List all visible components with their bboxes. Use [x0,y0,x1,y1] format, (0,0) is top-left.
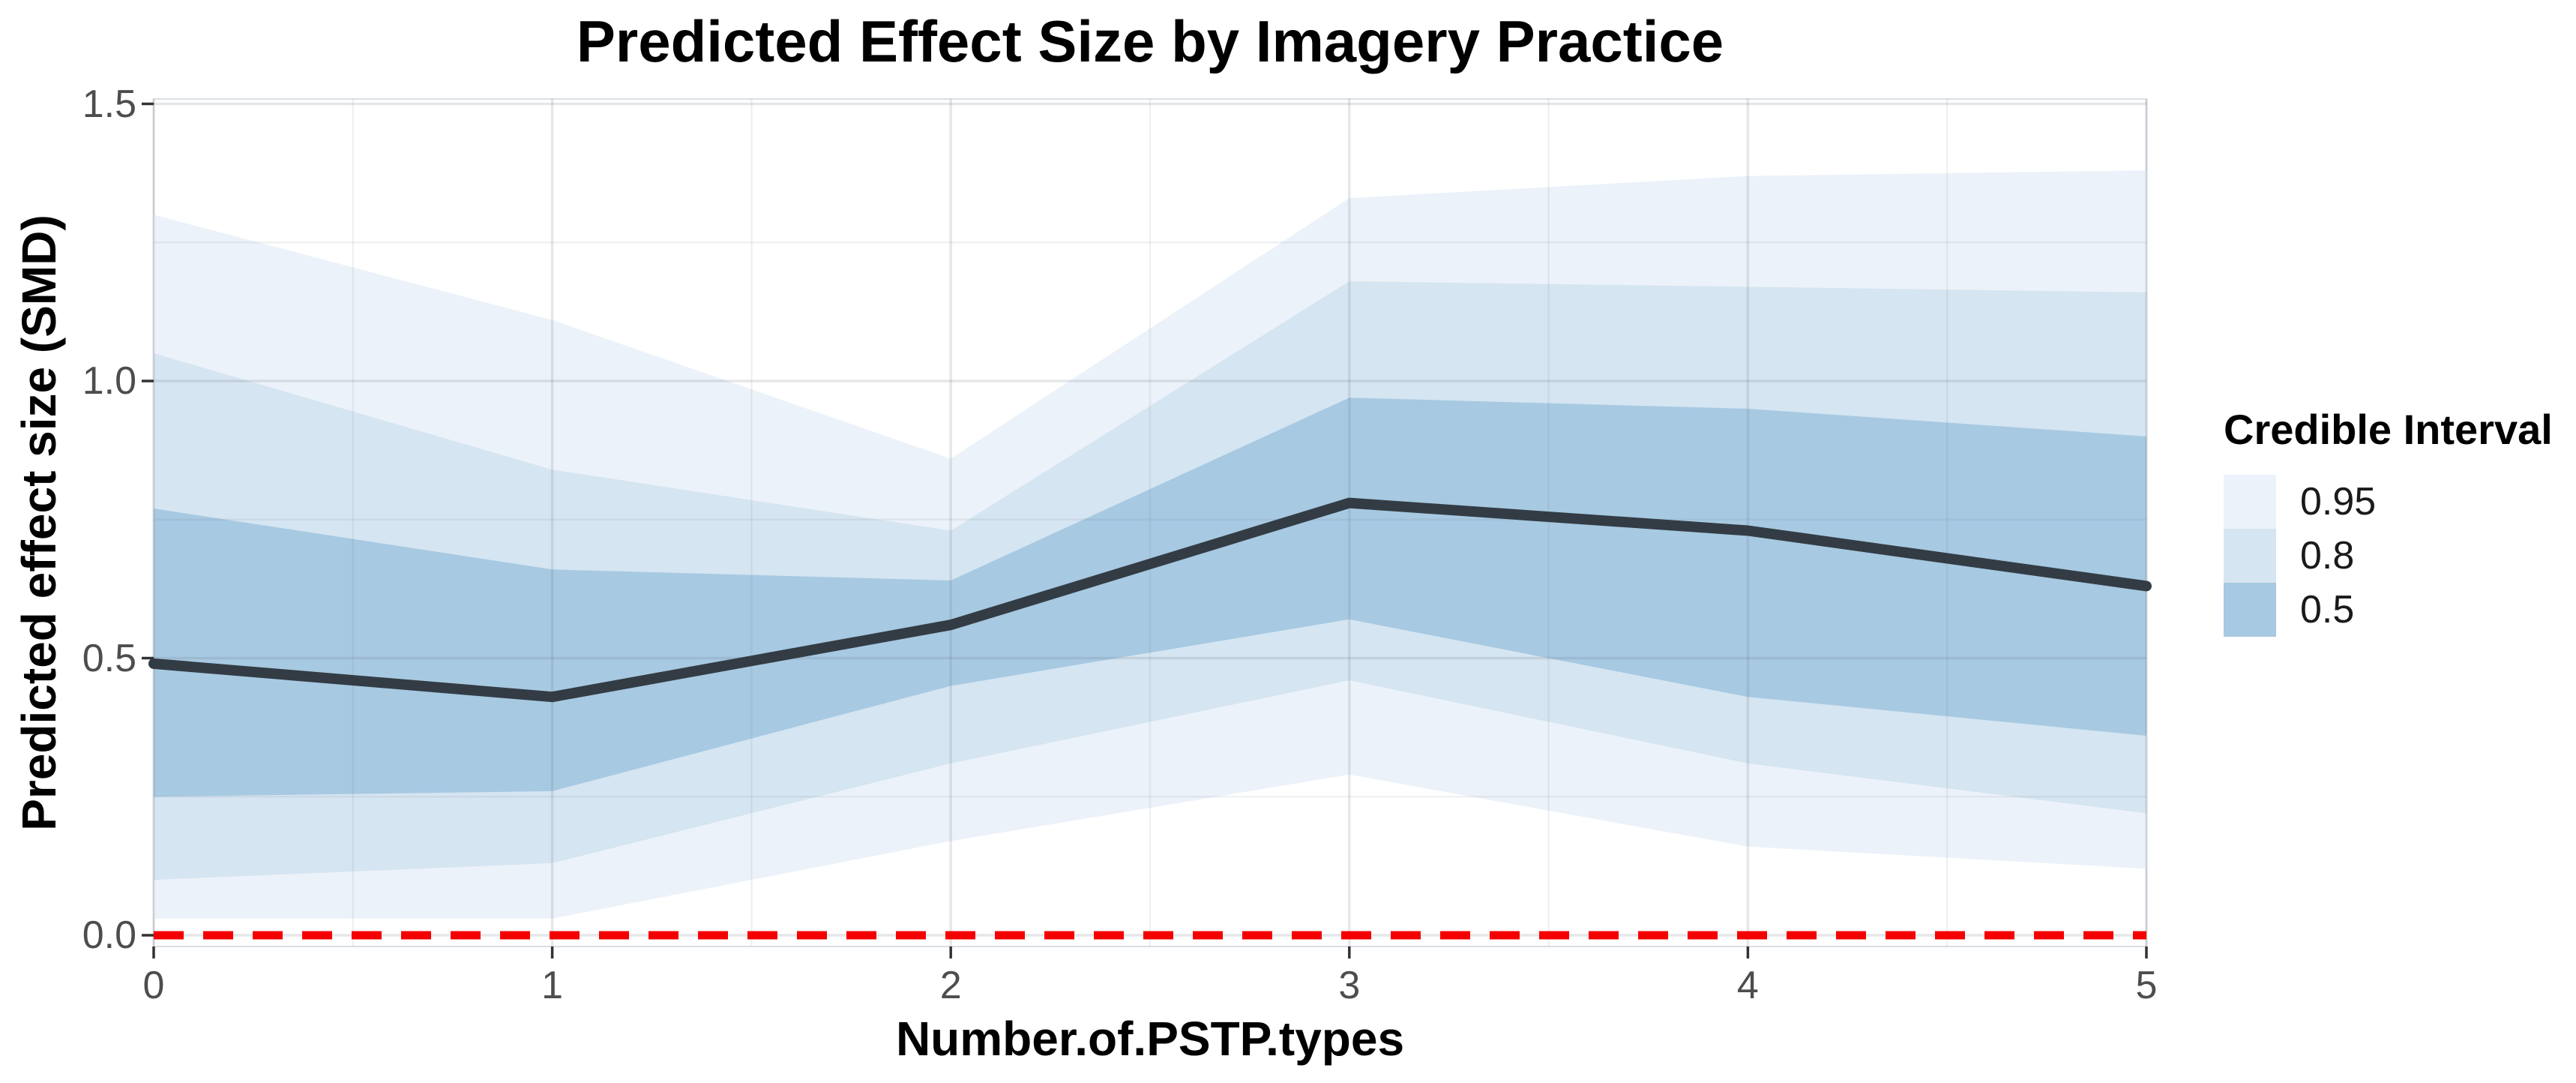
y-tick-label: 1.0 [82,359,136,403]
y-tick-label: 0.0 [82,914,136,957]
y-axis-title: Predicted effect size (SMD) [12,214,66,831]
legend-swatch [2224,583,2276,637]
mean-line-layer [148,497,2152,703]
x-axis-title: Number.of.PSTP.types [895,1012,1405,1066]
legend-swatch [2224,475,2276,529]
axis-ticks-layer [142,102,2148,958]
x-tick-label: 4 [1736,964,1759,1007]
legend-title: Credible Interval [2224,406,2553,453]
x-tick-label: 3 [1338,964,1361,1007]
legend-label: 0.95 [2300,480,2377,524]
y-tick-label: 1.5 [82,82,136,126]
x-tick-label: 5 [2135,964,2158,1007]
legend-items: 0.95 0.8 0.5 [2224,475,2553,637]
legend-label: 0.5 [2300,588,2355,632]
x-tick-label: 1 [541,964,564,1007]
legend-swatch [2224,529,2276,583]
mean-prediction-line [148,497,2152,703]
y-tick-label: 0.5 [82,636,136,680]
legend: Credible Interval 0.95 0.8 0.5 [2224,405,2553,637]
x-tick-label: 0 [142,964,165,1007]
ribbon-ci_0.5 [154,398,2146,797]
legend-item: 0.95 [2224,475,2539,529]
legend-item: 0.5 [2224,583,2539,637]
ribbons-layer [154,170,2146,919]
x-tick-label: 2 [939,964,962,1007]
legend-label: 0.8 [2300,534,2355,578]
legend-item: 0.8 [2224,529,2539,583]
chart-title: Predicted Effect Size by Imagery Practic… [576,8,1724,74]
